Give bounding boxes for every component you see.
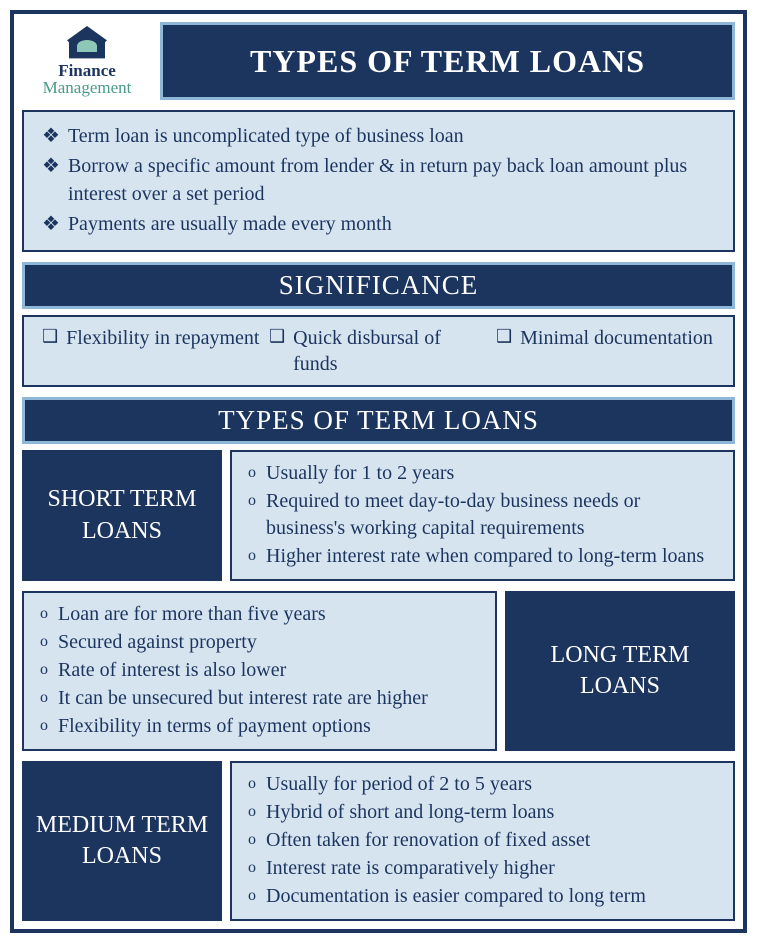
item-text: Hybrid of short and long-term loans xyxy=(266,799,554,826)
logo-line2: Management xyxy=(43,79,132,96)
circle-bullet-icon: o xyxy=(40,713,48,740)
item-text: Secured against property xyxy=(58,629,257,656)
intro-item: ❖ Borrow a specific amount from lender &… xyxy=(42,152,715,208)
logo-icon xyxy=(67,26,107,62)
item-text: Usually for period of 2 to 5 years xyxy=(266,771,532,798)
item-text: Interest rate is comparatively higher xyxy=(266,855,555,882)
list-item: o Usually for 1 to 2 years xyxy=(248,460,717,487)
square-bullet-icon: ❑ xyxy=(269,325,285,377)
intro-text: Payments are usually made every month xyxy=(68,210,392,238)
long-term-label: LONG TERM LOANS xyxy=(505,591,735,751)
significance-text: Flexibility in repayment xyxy=(66,325,259,377)
list-item: o Higher interest rate when compared to l… xyxy=(248,543,717,570)
list-item: o Documentation is easier compared to lon… xyxy=(248,883,717,910)
long-term-content: o Loan are for more than five years o Secu… xyxy=(22,591,497,751)
list-item: o Often taken for renovation of fixed ass… xyxy=(248,827,717,854)
medium-term-row: MEDIUM TERM LOANS o Usually for period of… xyxy=(22,761,735,921)
infographic-container: Finance Management TYPES OF TERM LOANS ❖… xyxy=(10,10,747,933)
item-text: Loan are for more than five years xyxy=(58,601,326,628)
types-header: TYPES OF TERM LOANS xyxy=(22,397,735,444)
item-text: Usually for 1 to 2 years xyxy=(266,460,454,487)
circle-bullet-icon: o xyxy=(248,827,256,854)
circle-bullet-icon: o xyxy=(40,657,48,684)
list-item: o Rate of interest is also lower xyxy=(40,657,479,684)
item-text: Higher interest rate when compared to lo… xyxy=(266,543,704,570)
list-item: oRequired to meet day-to-day business ne… xyxy=(248,488,717,542)
intro-text: Term loan is uncomplicated type of busin… xyxy=(68,122,464,150)
circle-bullet-icon: o xyxy=(248,855,256,882)
significance-text: Quick disbursal of funds xyxy=(293,325,488,377)
circle-bullet-icon: o xyxy=(248,799,256,826)
significance-item: ❑ Minimal documentation xyxy=(496,325,715,377)
significance-item: ❑ Quick disbursal of funds xyxy=(269,325,488,377)
short-term-row: SHORT TERM LOANS o Usually for 1 to 2 yea… xyxy=(22,450,735,581)
item-text: Flexibility in terms of payment options xyxy=(58,713,371,740)
fleuron-icon: ❖ xyxy=(42,122,60,150)
intro-item: ❖ Payments are usually made every month xyxy=(42,210,715,238)
item-text: Documentation is easier compared to long… xyxy=(266,883,646,910)
item-text: Often taken for renovation of fixed asse… xyxy=(266,827,590,854)
circle-bullet-icon: o xyxy=(248,543,256,570)
circle-bullet-icon: o xyxy=(248,460,256,487)
short-term-label: SHORT TERM LOANS xyxy=(22,450,222,581)
main-title: TYPES OF TERM LOANS xyxy=(160,22,735,100)
item-text: Required to meet day-to-day business nee… xyxy=(266,488,717,542)
header-row: Finance Management TYPES OF TERM LOANS xyxy=(22,22,735,100)
significance-text: Minimal documentation xyxy=(520,325,713,377)
list-item: o Hybrid of short and long-term loans xyxy=(248,799,717,826)
medium-term-content: o Usually for period of 2 to 5 years o Hyb… xyxy=(230,761,735,921)
square-bullet-icon: ❑ xyxy=(42,325,58,377)
circle-bullet-icon: o xyxy=(40,685,48,712)
circle-bullet-icon: o xyxy=(248,771,256,798)
logo-line1: Finance xyxy=(58,62,116,79)
significance-header: SIGNIFICANCE xyxy=(22,262,735,309)
list-item: o Loan are for more than five years xyxy=(40,601,479,628)
list-item: o It can be unsecured but interest rate a… xyxy=(40,685,479,712)
circle-bullet-icon: o xyxy=(248,488,256,542)
circle-bullet-icon: o xyxy=(40,629,48,656)
intro-item: ❖ Term loan is uncomplicated type of bus… xyxy=(42,122,715,150)
medium-term-label: MEDIUM TERM LOANS xyxy=(22,761,222,921)
item-text: Rate of interest is also lower xyxy=(58,657,286,684)
square-bullet-icon: ❑ xyxy=(496,325,512,377)
intro-text: Borrow a specific amount from lender & i… xyxy=(68,152,715,208)
list-item: o Secured against property xyxy=(40,629,479,656)
circle-bullet-icon: o xyxy=(40,601,48,628)
short-term-content: oUsually for 1 to 2 years oRequired to m… xyxy=(230,450,735,581)
fleuron-icon: ❖ xyxy=(42,210,60,238)
fleuron-icon: ❖ xyxy=(42,152,60,208)
list-item: o Usually for period of 2 to 5 years xyxy=(248,771,717,798)
logo-box: Finance Management xyxy=(22,22,152,100)
item-text: It can be unsecured but interest rate ar… xyxy=(58,685,428,712)
list-item: o Flexibility in terms of payment options xyxy=(40,713,479,740)
significance-item: ❑ Flexibility in repayment xyxy=(42,325,261,377)
long-term-row: o Loan are for more than five years o Secu… xyxy=(22,591,735,751)
intro-box: ❖ Term loan is uncomplicated type of bus… xyxy=(22,110,735,252)
list-item: o Interest rate is comparatively higher xyxy=(248,855,717,882)
circle-bullet-icon: o xyxy=(248,883,256,910)
significance-row: ❑ Flexibility in repayment ❑ Quick disbu… xyxy=(22,315,735,387)
